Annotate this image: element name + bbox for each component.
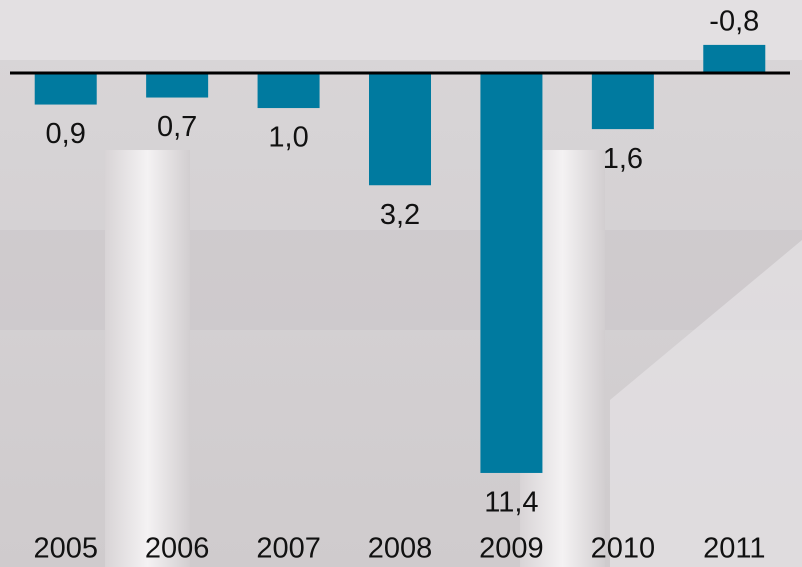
x-tick-label: 2011 (703, 533, 765, 565)
bar (703, 44, 766, 73)
bar (369, 72, 431, 186)
background-shape (610, 240, 802, 567)
bar (34, 72, 97, 105)
value-label: 1,0 (268, 122, 308, 154)
x-tick-label: 2008 (368, 533, 433, 565)
x-tick-label: 2006 (145, 533, 210, 565)
value-label: 1,6 (603, 143, 643, 175)
x-tick-label: 2010 (591, 533, 656, 565)
value-label: 11,4 (484, 487, 538, 519)
x-tick-label: 2009 (479, 533, 544, 565)
background-column (105, 150, 190, 567)
bar (257, 72, 320, 109)
value-label: 0,9 (46, 118, 86, 150)
bar (480, 72, 543, 473)
bar (146, 72, 209, 98)
x-tick-label: 2007 (256, 533, 321, 565)
value-label: 3,2 (380, 199, 420, 231)
x-tick-label: 2005 (33, 533, 98, 565)
background-band (0, 0, 802, 60)
bar (591, 72, 654, 130)
value-label: 0,7 (157, 111, 197, 143)
value-label: -0,8 (709, 6, 759, 38)
